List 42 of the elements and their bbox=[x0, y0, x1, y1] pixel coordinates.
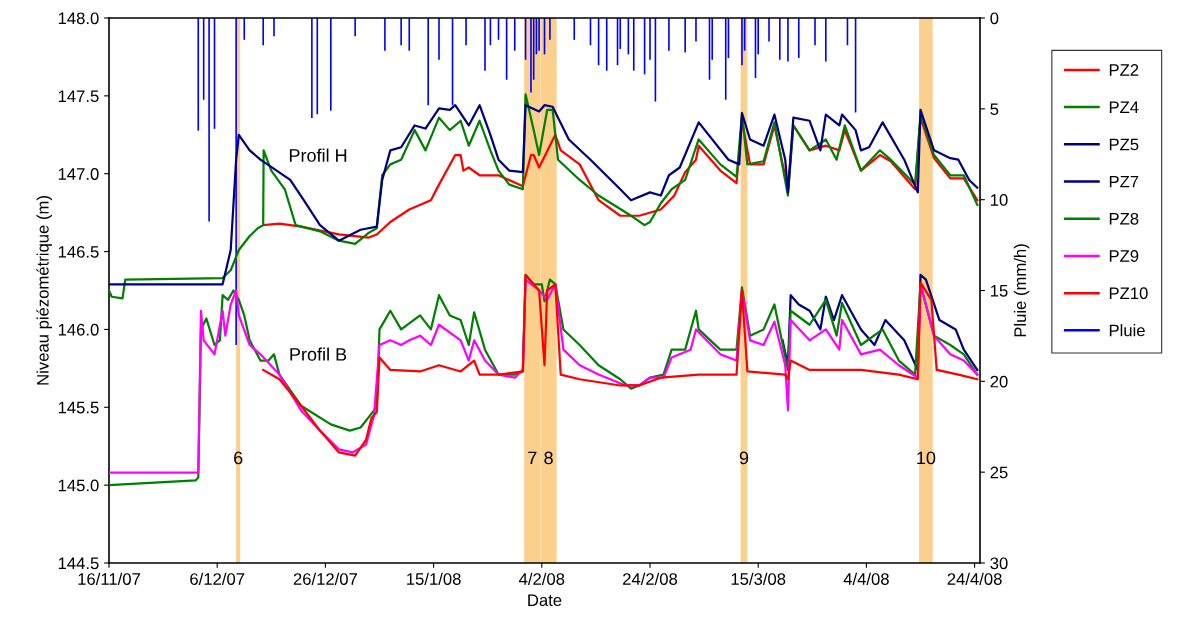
y-tick-label: 146.5 bbox=[58, 245, 99, 258]
y2-tick-label: 15 bbox=[990, 285, 1008, 297]
x-axis-title: Date bbox=[528, 594, 562, 607]
x-tick-label: 6/12/07 bbox=[190, 572, 245, 585]
legend-label: PZ7 bbox=[1109, 175, 1139, 188]
x-tick-label: 15/1/08 bbox=[407, 572, 461, 585]
band-label: 7 bbox=[528, 451, 537, 465]
band-label: 9 bbox=[739, 451, 749, 465]
y2-tick-label: 5 bbox=[990, 103, 999, 116]
annotation: Profil B bbox=[290, 347, 347, 361]
x-tick-label: 26/12/07 bbox=[293, 572, 357, 585]
legend-label: PZ2 bbox=[1109, 64, 1139, 76]
x-tick-label: 15/3/08 bbox=[731, 572, 786, 585]
y-tick-label: 147.5 bbox=[58, 90, 99, 103]
legend-label: PZ10 bbox=[1109, 287, 1148, 300]
y2-axis-title: Pluie (mm/h) bbox=[1013, 244, 1030, 337]
y2-tick-label: 30 bbox=[990, 557, 1008, 570]
x-tick-label: 16/11/07 bbox=[78, 572, 140, 585]
y2-tick-label: 0 bbox=[990, 12, 999, 25]
y2-tick-label: 20 bbox=[990, 375, 1008, 388]
y-tick-label: 144.5 bbox=[58, 557, 99, 570]
y-tick-label: 147.0 bbox=[58, 168, 99, 180]
legend-label: PZ9 bbox=[1109, 250, 1139, 262]
y-tick-label: 145.5 bbox=[58, 401, 99, 414]
legend-label: PZ5 bbox=[1109, 138, 1139, 151]
legend-label: PZ4 bbox=[1109, 101, 1139, 113]
band-label: 8 bbox=[544, 451, 553, 465]
legend-label: PZ8 bbox=[1109, 212, 1139, 225]
x-tick-label: 4/4/08 bbox=[843, 572, 889, 585]
x-tick-label: 24/2/08 bbox=[623, 572, 678, 585]
band-label: 10 bbox=[917, 451, 936, 465]
y2-tick-label: 25 bbox=[990, 466, 1008, 479]
y2-tick-label: 10 bbox=[990, 194, 1008, 206]
y-tick-label: 145.0 bbox=[58, 479, 99, 492]
y-tick-label: 148.0 bbox=[58, 12, 99, 25]
band-label: 6 bbox=[234, 451, 243, 465]
x-tick-label: 4/2/08 bbox=[519, 572, 565, 585]
x-tick-label: 24/4/08 bbox=[947, 572, 1002, 585]
legend-label: Pluie bbox=[1109, 324, 1145, 337]
y-tick-label: 146.0 bbox=[58, 323, 99, 336]
y-axis-title: Niveau piézométrique (m) bbox=[36, 196, 53, 385]
annotation: Profil H bbox=[289, 148, 347, 162]
